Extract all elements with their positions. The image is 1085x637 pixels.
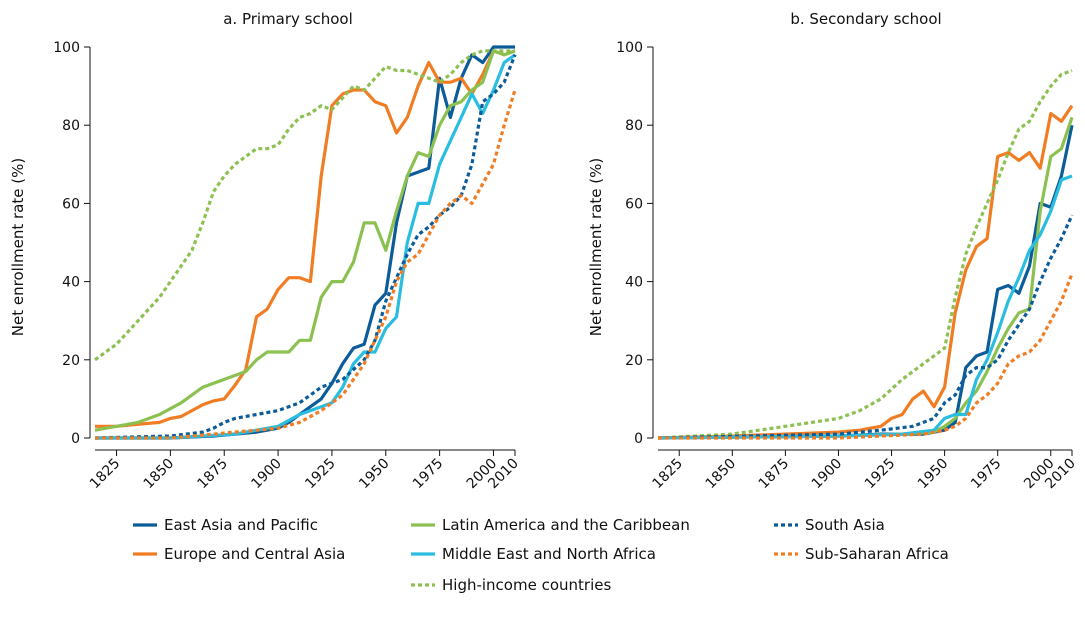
series-line-ssa [95, 89, 517, 440]
legend: East Asia and Pacific Europe and Central … [133, 516, 949, 594]
legend-label-latam: Latin America and the Caribbean [442, 516, 690, 534]
x-tick-label: 1825 [87, 456, 124, 493]
y-tick-label: 80 [625, 118, 643, 134]
y-tick-label: 20 [62, 353, 80, 369]
panel-title-primary: a. Primary school [223, 10, 353, 28]
y-axis-label-secondary: Net enrollment rate (%) [587, 158, 605, 336]
series-line-high_income [657, 68, 1073, 440]
y-tick-label: 0 [634, 431, 643, 447]
y-tick-label: 20 [625, 353, 643, 369]
series-line-latam [657, 116, 1074, 440]
x-tick-label: 1825 [650, 456, 687, 493]
series-line-latam [94, 49, 516, 432]
series-line-south_asia [94, 54, 517, 440]
legend-label-mena: Middle East and North Africa [442, 545, 656, 563]
x-tick-label: 1975 [410, 456, 447, 493]
series-line-ssa [658, 273, 1074, 440]
y-tick-label: 60 [62, 196, 80, 212]
legend-label-east_asia: East Asia and Pacific [164, 516, 318, 534]
x-tick-label: 1925 [862, 456, 899, 493]
series-line-europe [95, 49, 516, 428]
series-line-mena [95, 53, 516, 440]
legend-label-europe: Europe and Central Asia [164, 545, 345, 563]
x-tick-label: 1950 [356, 456, 393, 493]
series-line-east_asia [657, 124, 1074, 440]
x-tick-label: 1875 [195, 456, 232, 493]
legend-label-high_income: High-income countries [442, 576, 611, 594]
x-tick-label: 1850 [703, 456, 740, 493]
x-tick-label: 1925 [302, 456, 339, 493]
legend-label-ssa: Sub-Saharan Africa [805, 545, 949, 563]
panel-secondary-school: b. Secondary school Net enrollment rate … [587, 10, 1079, 492]
x-tick-label: 1900 [809, 456, 846, 493]
series-line-mena [657, 174, 1073, 440]
y-axis-label-primary: Net enrollment rate (%) [9, 158, 27, 336]
x-tick-label: 1950 [915, 456, 952, 493]
panel-primary-school: a. Primary school Net enrollment rate (%… [9, 10, 522, 492]
series-line-high_income [94, 49, 515, 362]
x-tick-label: 1975 [968, 456, 1005, 493]
panel-title-secondary: b. Secondary school [790, 10, 941, 28]
y-tick-label: 80 [62, 118, 80, 134]
x-tick-label: 1900 [248, 456, 285, 493]
x-tick-label: 1850 [141, 456, 178, 493]
y-tick-label: 0 [71, 431, 80, 447]
x-tick-label: 1875 [756, 456, 793, 493]
y-tick-label: 40 [62, 275, 80, 291]
y-tick-label: 60 [625, 196, 643, 212]
series-line-south_asia [657, 214, 1074, 440]
series-line-europe [657, 104, 1074, 440]
legend-label-south_asia: South Asia [805, 516, 885, 534]
y-tick-label: 40 [625, 275, 643, 291]
y-tick-label: 100 [53, 40, 80, 56]
y-tick-label: 100 [616, 40, 643, 56]
